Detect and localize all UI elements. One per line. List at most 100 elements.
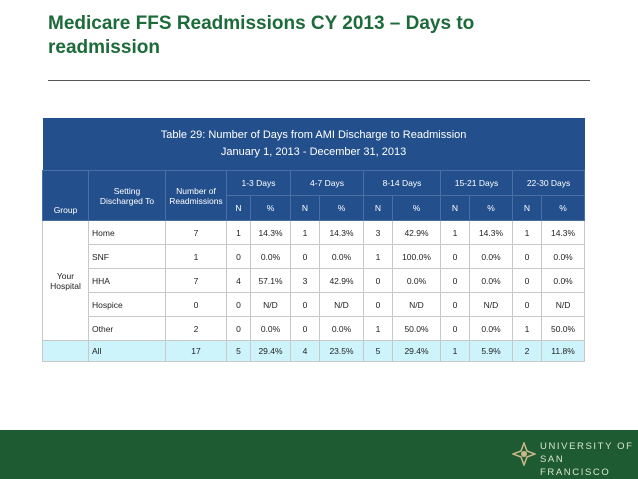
value-cell: 1 — [512, 220, 542, 245]
table-row: Hospice 0 0 N/D 0 N/D 0 N/D 0 N/D 0 N/D — [43, 292, 586, 317]
value-cell: 1 — [440, 220, 470, 245]
value-cell: 0.0% — [392, 268, 441, 293]
slide-title: Medicare FFS Readmissions CY 2013 – Days… — [48, 13, 475, 58]
value-cell: 1 — [440, 340, 470, 362]
text-line: January 1, 2013 - December 31, 2013 — [220, 146, 407, 158]
table-row: SNF 1 0 0.0% 0 0.0% 1 100.0% 0 0.0% 0 0.0% — [43, 244, 586, 269]
value-cell: 0 — [226, 244, 251, 269]
header-row: Group Setting Discharged To Number of Readmi… — [42, 170, 586, 221]
setting-cell: Home — [88, 220, 166, 245]
value-cell: 0 — [363, 292, 393, 317]
sub-header: % — [319, 195, 364, 221]
number-cell: 0 — [165, 292, 227, 317]
value-cell: 0 — [512, 244, 542, 269]
setting-cell: All — [88, 340, 166, 362]
sub-header: % — [540, 195, 586, 221]
divider — [48, 80, 590, 81]
value-cell: N/D — [319, 292, 364, 317]
data-table: Table 29: Number of Days from AMI Discha… — [42, 118, 586, 362]
value-cell: 23.5% — [319, 340, 364, 362]
text-line: Setting — [113, 185, 141, 196]
value-cell: 2 — [512, 340, 542, 362]
table-caption: Table 29: Number of Days from AMI Discha… — [42, 118, 585, 171]
value-cell: 1 — [290, 220, 320, 245]
logo-line: UNIVERSITY OF — [540, 441, 634, 452]
value-cell: 0 — [440, 292, 470, 317]
number-cell: 17 — [165, 340, 227, 362]
value-cell: 0 — [290, 292, 320, 317]
value-cell: 1 — [363, 244, 393, 269]
text-line: Table 29: Number of Days from AMI Discha… — [160, 129, 467, 141]
group-header: Group — [42, 170, 89, 221]
text-line: Readmissions — [169, 195, 223, 206]
value-cell: 0.0% — [540, 268, 586, 293]
value-cell: 100.0% — [392, 244, 441, 269]
number-cell: 7 — [165, 220, 227, 245]
value-cell: N/D — [469, 292, 513, 317]
day-group-header: 4-7 Days — [290, 170, 364, 196]
day-group-header: 1-3 Days — [226, 170, 291, 196]
value-cell: 42.9% — [319, 268, 364, 293]
table-row: All 17 5 29.4% 4 23.5% 5 29.4% 1 5.9% 2 11.8% — [42, 340, 586, 362]
value-cell: 0 — [440, 268, 470, 293]
value-cell: 5 — [226, 340, 251, 362]
value-cell: N/D — [250, 292, 291, 317]
setting-cell: SNF — [88, 244, 166, 269]
setting-header: Setting Discharged To — [88, 170, 166, 221]
value-cell: 14.3% — [469, 220, 513, 245]
value-cell: N/D — [392, 292, 441, 317]
logo-line: SAN FRANCISCO — [540, 454, 611, 478]
group-cell — [42, 340, 89, 362]
value-cell: 0 — [512, 292, 542, 317]
value-cell: 0 — [440, 244, 470, 269]
setting-cell: HHA — [88, 268, 166, 293]
number-header: Number of Readmissions — [165, 170, 227, 221]
value-cell: 50.0% — [392, 316, 441, 341]
value-cell: 14.3% — [319, 220, 364, 245]
text-line: Number of — [176, 185, 216, 196]
value-cell: 0.0% — [469, 268, 513, 293]
value-cell: 42.9% — [392, 220, 441, 245]
value-cell: 4 — [226, 268, 251, 293]
value-cell: 0.0% — [469, 316, 513, 341]
value-cell: 3 — [290, 268, 320, 293]
text-line: Discharged To — [99, 195, 155, 206]
sub-header: % — [392, 195, 441, 221]
sub-header: N — [226, 195, 251, 221]
value-cell: 0 — [226, 292, 251, 317]
text-line: Hospital — [50, 280, 81, 291]
value-cell: 0 — [363, 268, 393, 293]
logo-text: UNIVERSITY OF SAN FRANCISCO — [540, 440, 638, 479]
value-cell: 0 — [440, 316, 470, 341]
footer: UNIVERSITY OF SAN FRANCISCO — [0, 430, 638, 479]
value-cell: 0.0% — [250, 244, 291, 269]
value-cell: 0.0% — [250, 316, 291, 341]
value-cell: 0.0% — [319, 316, 364, 341]
value-cell: 50.0% — [540, 316, 586, 341]
value-cell: 1 — [226, 220, 251, 245]
sub-header: N — [440, 195, 470, 221]
value-cell: 0 — [290, 316, 320, 341]
value-cell: 0.0% — [319, 244, 364, 269]
value-cell: 0 — [290, 244, 320, 269]
table-row: HHA 7 4 57.1% 3 42.9% 0 0.0% 0 0.0% 0 0.0% — [43, 268, 586, 293]
sub-header: N — [363, 195, 393, 221]
value-cell: 0 — [226, 316, 251, 341]
value-cell: 14.3% — [250, 220, 291, 245]
value-cell: 0.0% — [469, 244, 513, 269]
value-cell: 4 — [290, 340, 320, 362]
value-cell: 14.3% — [540, 220, 586, 245]
day-group-header: 22-30 Days — [511, 170, 586, 196]
logo-mark — [512, 442, 536, 466]
table-body: Table 29: Number of Days from AMI Discha… — [42, 118, 586, 362]
value-cell: 0 — [512, 268, 542, 293]
value-cell: N/D — [540, 292, 586, 317]
value-cell: 29.4% — [392, 340, 441, 362]
value-cell: 5.9% — [469, 340, 513, 362]
day-group-header: 15-21 Days — [440, 170, 513, 196]
number-cell: 2 — [165, 316, 227, 341]
number-cell: 1 — [165, 244, 227, 269]
sub-header: N — [512, 195, 542, 221]
sub-header: N — [290, 195, 320, 221]
